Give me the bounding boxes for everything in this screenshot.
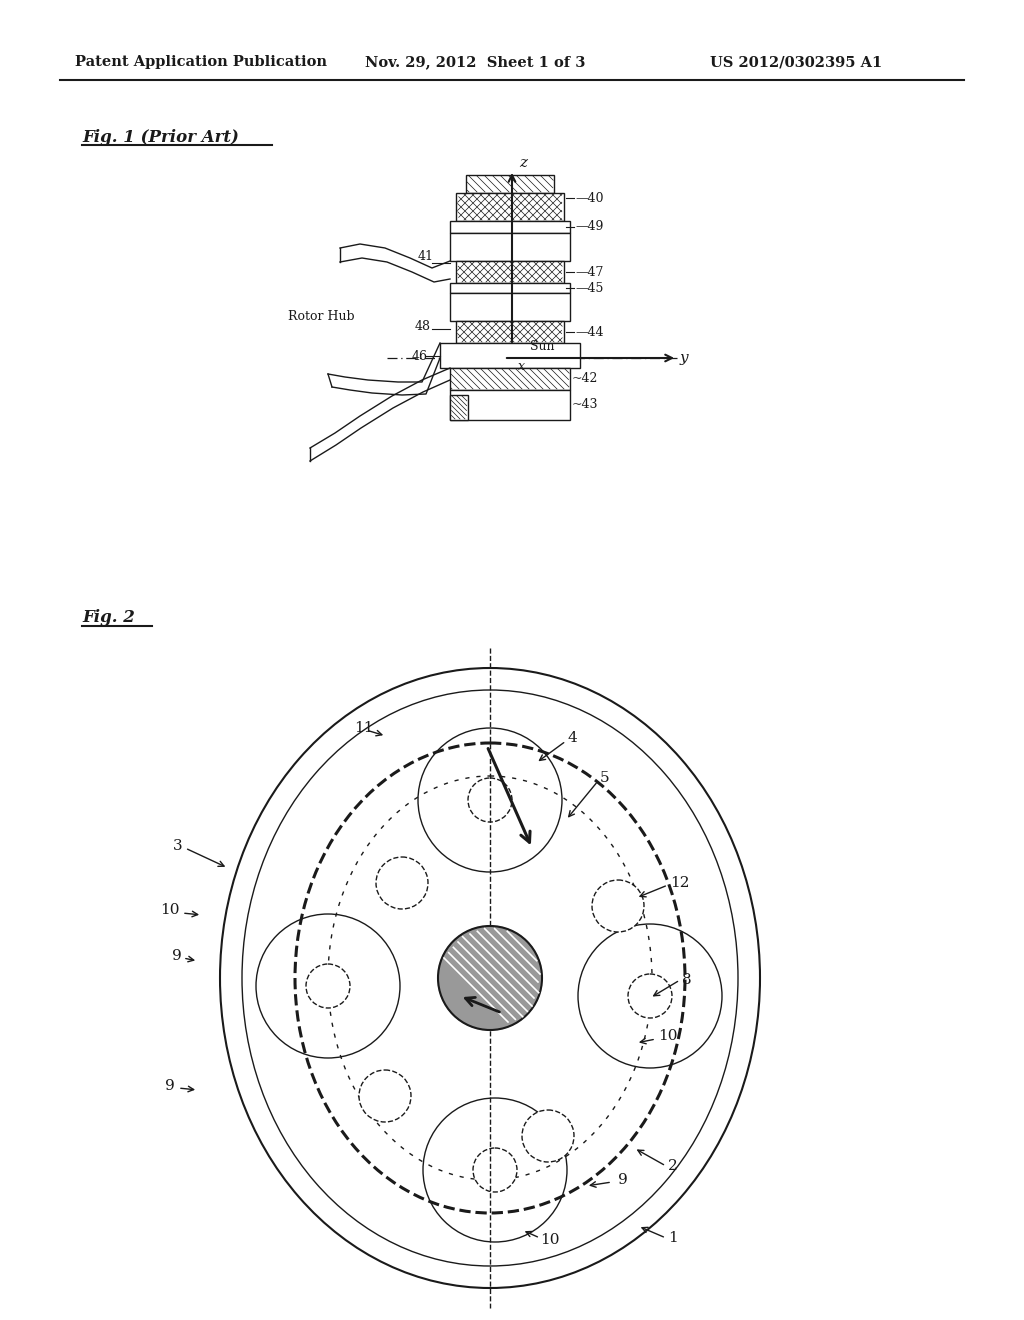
Ellipse shape [242,690,738,1266]
Bar [456,261,564,282]
Text: 4: 4 [568,731,578,744]
Text: —49: —49 [575,220,603,234]
Text: 11: 11 [354,721,374,735]
Text: 9: 9 [618,1173,628,1187]
Text: US 2012/0302395 A1: US 2012/0302395 A1 [710,55,883,69]
Text: Fig. 2: Fig. 2 [82,610,135,627]
Bar [450,293,570,321]
Text: ~42: ~42 [572,372,598,385]
Ellipse shape [220,668,760,1288]
Text: Fig. 1 (Prior Art): Fig. 1 (Prior Art) [82,128,239,145]
Text: —45: —45 [575,281,603,294]
Bar [450,389,570,420]
Text: y: y [680,351,688,366]
Text: —47: —47 [575,265,603,279]
Circle shape [306,964,350,1008]
Bar [450,234,570,261]
Circle shape [256,913,400,1059]
Text: 41: 41 [418,249,434,263]
Text: 1: 1 [668,1232,678,1245]
Bar [450,368,570,389]
Circle shape [522,1110,574,1162]
Text: 10: 10 [658,1030,678,1043]
Text: Sun: Sun [530,341,555,352]
Bar [456,321,564,343]
Text: z: z [519,156,527,170]
Text: x: x [518,360,525,374]
Text: 5: 5 [600,771,609,785]
Bar [466,176,554,193]
Text: 8: 8 [682,973,691,987]
Text: ~43: ~43 [572,399,598,412]
Text: Rotor Hub: Rotor Hub [288,310,354,323]
Circle shape [592,880,644,932]
Circle shape [473,1148,517,1192]
Circle shape [418,729,562,873]
Circle shape [423,1098,567,1242]
Circle shape [376,857,428,909]
Bar [450,282,570,293]
Text: 9: 9 [172,949,181,964]
Text: 9: 9 [165,1078,175,1093]
Text: 46: 46 [412,350,428,363]
Text: 12: 12 [670,876,689,890]
Text: 2: 2 [668,1159,678,1173]
Text: —44: —44 [575,326,603,338]
Text: 48: 48 [415,319,431,333]
Text: 10: 10 [540,1233,559,1247]
Circle shape [578,924,722,1068]
Circle shape [359,1071,411,1122]
Text: 10: 10 [160,903,179,917]
Text: —40: —40 [575,191,603,205]
Bar [440,343,580,368]
Bar [456,193,564,220]
Circle shape [628,974,672,1018]
Circle shape [468,777,512,822]
Text: Patent Application Publication: Patent Application Publication [75,55,327,69]
Circle shape [438,927,542,1030]
Text: 3: 3 [173,840,182,853]
Bar [450,395,468,420]
Bar [450,220,570,234]
Text: Nov. 29, 2012  Sheet 1 of 3: Nov. 29, 2012 Sheet 1 of 3 [365,55,586,69]
